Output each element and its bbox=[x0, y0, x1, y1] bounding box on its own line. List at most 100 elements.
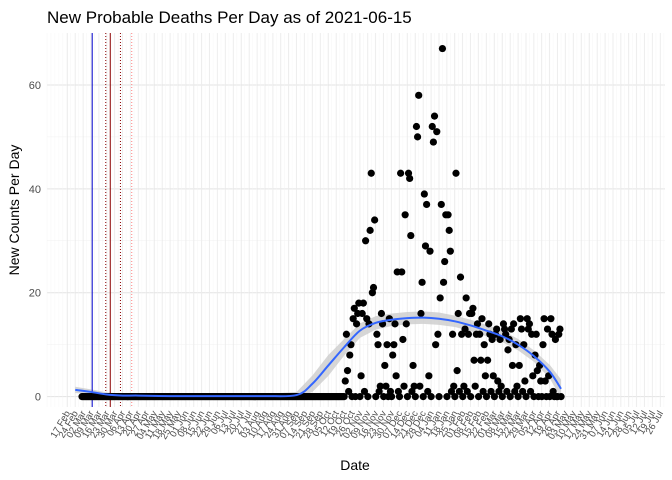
data-point bbox=[369, 283, 378, 292]
data-point bbox=[506, 393, 514, 401]
data-point bbox=[489, 372, 497, 380]
data-point bbox=[450, 382, 458, 390]
data-point bbox=[444, 211, 452, 219]
data-point bbox=[359, 299, 367, 307]
data-point bbox=[496, 335, 504, 344]
data-point bbox=[416, 382, 424, 390]
data-point bbox=[352, 320, 361, 328]
data-point bbox=[510, 320, 518, 328]
data-point bbox=[547, 315, 555, 323]
data-point bbox=[425, 372, 433, 380]
data-point bbox=[451, 393, 459, 401]
data-point bbox=[531, 351, 539, 359]
data-point bbox=[485, 320, 493, 328]
data-point bbox=[480, 341, 488, 349]
data-point bbox=[437, 200, 445, 209]
data-point bbox=[463, 387, 471, 396]
data-point bbox=[371, 216, 379, 224]
data-point bbox=[397, 169, 405, 177]
data-point bbox=[392, 372, 400, 380]
trend-line-layer bbox=[75, 316, 562, 398]
data-point bbox=[540, 315, 548, 323]
data-point bbox=[459, 393, 467, 401]
data-point bbox=[476, 330, 484, 338]
y-tick-label: 40 bbox=[29, 184, 41, 196]
data-point bbox=[479, 387, 487, 396]
data-point bbox=[436, 294, 444, 302]
data-point bbox=[445, 226, 453, 234]
data-point bbox=[357, 372, 365, 380]
data-point bbox=[387, 393, 396, 401]
data-point bbox=[438, 44, 447, 53]
data-point bbox=[514, 393, 522, 401]
data-point bbox=[481, 372, 489, 380]
trend-band-layer bbox=[75, 311, 562, 399]
data-point bbox=[516, 315, 524, 323]
data-point bbox=[382, 382, 390, 390]
data-point bbox=[413, 133, 422, 141]
y-tick-label: 0 bbox=[35, 392, 41, 404]
data-point bbox=[515, 361, 523, 370]
data-point bbox=[409, 361, 417, 370]
data-point bbox=[390, 341, 398, 349]
data-point bbox=[366, 226, 374, 234]
data-point bbox=[407, 231, 415, 240]
data-point bbox=[462, 294, 470, 302]
data-point bbox=[426, 247, 434, 255]
data-point bbox=[372, 393, 380, 401]
data-point bbox=[402, 320, 410, 328]
data-point bbox=[343, 367, 352, 375]
data-point bbox=[401, 211, 409, 219]
data-point bbox=[362, 237, 370, 245]
data-point bbox=[350, 304, 358, 312]
data-point bbox=[471, 382, 479, 390]
data-point bbox=[433, 128, 441, 136]
chart-title: New Probable Deaths Per Day as of 2021-0… bbox=[47, 8, 412, 27]
data-point bbox=[473, 320, 482, 328]
data-point bbox=[383, 341, 391, 349]
data-point bbox=[461, 325, 469, 333]
grid bbox=[46, 33, 665, 407]
data-point bbox=[470, 356, 478, 364]
data-point bbox=[455, 387, 463, 396]
y-tick-label: 60 bbox=[29, 80, 41, 92]
data-point bbox=[412, 122, 421, 131]
data-point bbox=[367, 169, 375, 177]
data-point bbox=[543, 325, 552, 333]
data-point bbox=[519, 387, 527, 396]
data-point bbox=[381, 361, 389, 370]
data-point bbox=[406, 174, 414, 183]
x-axis-label: Date bbox=[340, 457, 370, 473]
data-point bbox=[448, 330, 457, 338]
data-point bbox=[399, 335, 407, 344]
data-point bbox=[418, 278, 426, 286]
data-point bbox=[497, 382, 505, 390]
data-point bbox=[377, 309, 386, 318]
data-point bbox=[358, 309, 366, 318]
data-point bbox=[400, 382, 408, 390]
data-point bbox=[427, 393, 435, 401]
data-point bbox=[469, 304, 477, 312]
trend-confidence-band bbox=[75, 311, 562, 399]
data-point bbox=[493, 325, 501, 333]
data-point bbox=[525, 320, 534, 328]
data-point bbox=[452, 169, 460, 177]
data-point bbox=[419, 393, 427, 401]
data-point bbox=[453, 367, 461, 375]
data-point bbox=[504, 346, 512, 354]
data-point bbox=[389, 351, 397, 359]
y-axis-label: New Counts Per Day bbox=[6, 145, 22, 276]
data-point bbox=[446, 247, 454, 255]
data-point bbox=[364, 393, 372, 401]
data-point bbox=[494, 377, 502, 385]
data-point bbox=[435, 393, 443, 401]
data-point bbox=[460, 382, 468, 390]
data-point bbox=[556, 325, 564, 333]
data-point bbox=[428, 122, 436, 131]
data-point bbox=[374, 341, 382, 349]
data-point bbox=[557, 393, 565, 401]
data-point bbox=[410, 382, 418, 390]
data-point bbox=[417, 309, 425, 318]
data-point bbox=[391, 320, 399, 328]
